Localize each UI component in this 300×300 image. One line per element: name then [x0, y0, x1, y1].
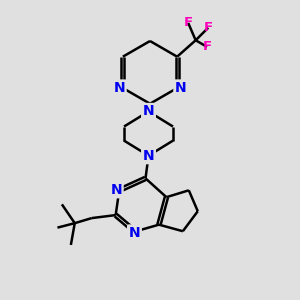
Text: N: N — [175, 81, 187, 95]
Text: N: N — [143, 104, 154, 118]
Text: F: F — [184, 16, 193, 29]
Text: N: N — [110, 183, 122, 197]
Text: N: N — [113, 81, 125, 95]
Text: N: N — [129, 226, 140, 240]
Text: F: F — [202, 40, 211, 53]
Text: F: F — [204, 21, 213, 34]
Text: N: N — [143, 149, 154, 163]
